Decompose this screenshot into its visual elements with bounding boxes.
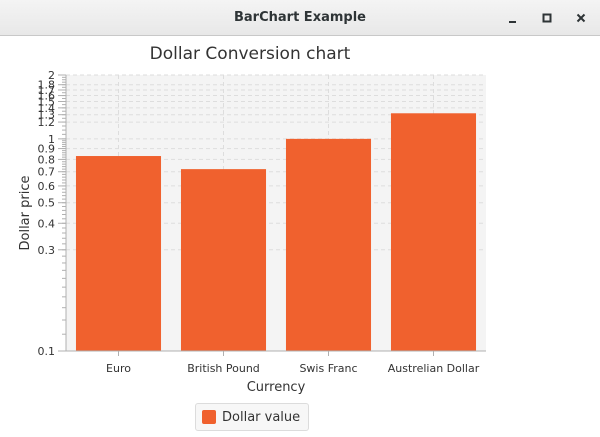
y-tick-label: 1.7 (38, 84, 56, 97)
minimize-icon (507, 12, 519, 24)
y-tick-label: 0.9 (38, 143, 56, 156)
close-icon (575, 12, 587, 24)
y-tick-label: 0.3 (38, 244, 56, 257)
bar-chart: 0.1 0.3 0.4 0.5 0.60.70.80.91 1.21.31.41.51.6… (18, 69, 486, 395)
y-tick-label: 0.6 (38, 180, 56, 193)
window-title: BarChart Example (234, 10, 366, 25)
title-bar[interactable]: BarChart Example (0, 0, 600, 36)
y-tick-label: 0.4 (38, 217, 56, 230)
x-tick-label: Austrelian Dollar (388, 362, 480, 375)
chart-area: Dollar Conversion chart 0.1 0.3 0.4 0.5 0.6 0… (0, 36, 600, 437)
maximize-icon (541, 12, 553, 24)
y-tick-label: 1.3 (38, 109, 56, 122)
legend-swatch (202, 410, 216, 424)
y-tick-label: 0.8 (38, 153, 56, 166)
x-axis-label: Currency (247, 380, 306, 395)
y-tick-label: 0.7 (38, 166, 56, 179)
x-tick-label: Swis Franc (299, 362, 357, 375)
y-tick-label: 0.1 (38, 345, 56, 358)
y-tick-label: 1 (48, 133, 55, 146)
y-tick-label: 1.6 (38, 90, 56, 103)
chart-title: Dollar Conversion chart (149, 44, 351, 64)
legend[interactable]: Dollar value (195, 403, 310, 431)
y-tick-label: 1.8 (38, 79, 56, 92)
y-axis-label: Dollar price (18, 176, 33, 251)
close-button[interactable] (571, 8, 591, 28)
y-tick-label: 0.5 (38, 197, 56, 210)
x-tick-label: British Pound (187, 362, 260, 375)
maximize-button[interactable] (537, 8, 557, 28)
bars (75, 113, 477, 351)
axes (58, 74, 486, 356)
y-tick-label: 1.2 (38, 116, 56, 129)
x-tick-label: Euro (106, 362, 131, 375)
bar (180, 169, 267, 351)
legend-label: Dollar value (222, 409, 301, 425)
y-tick-label: 2 (48, 69, 55, 82)
minimize-button[interactable] (503, 8, 523, 28)
bar (285, 138, 372, 351)
x-tick-labels: Euro British Pound Swis Franc Austrelian Do… (106, 362, 480, 375)
bar (390, 113, 477, 351)
y-tick-label: 1.4 (38, 102, 56, 115)
bar (75, 156, 162, 351)
y-tick-label: 1.5 (38, 96, 56, 109)
y-tick-labels: 0.1 0.3 0.4 0.5 0.60.70.80.91 1.21.31.41.51.6… (38, 69, 56, 358)
